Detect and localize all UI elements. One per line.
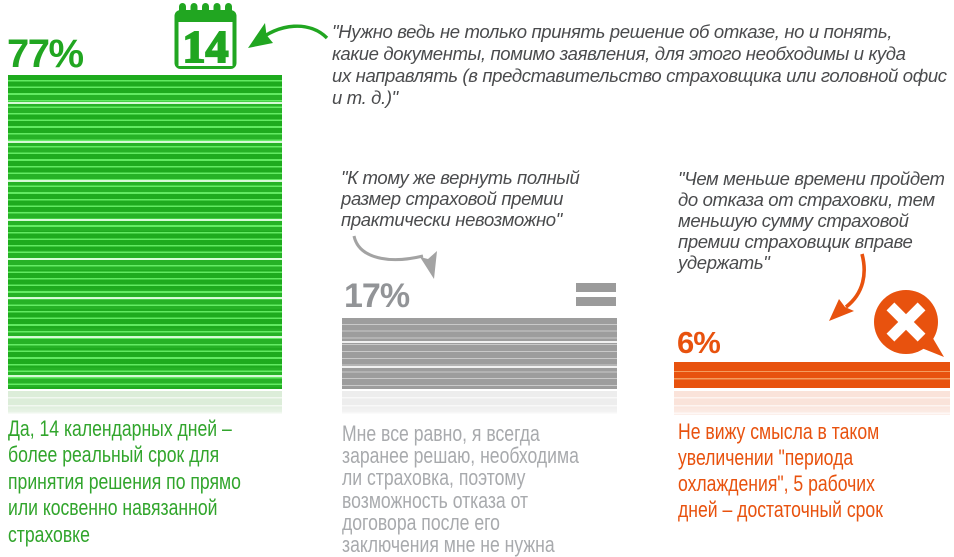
svg-text:14: 14 — [183, 21, 229, 69]
